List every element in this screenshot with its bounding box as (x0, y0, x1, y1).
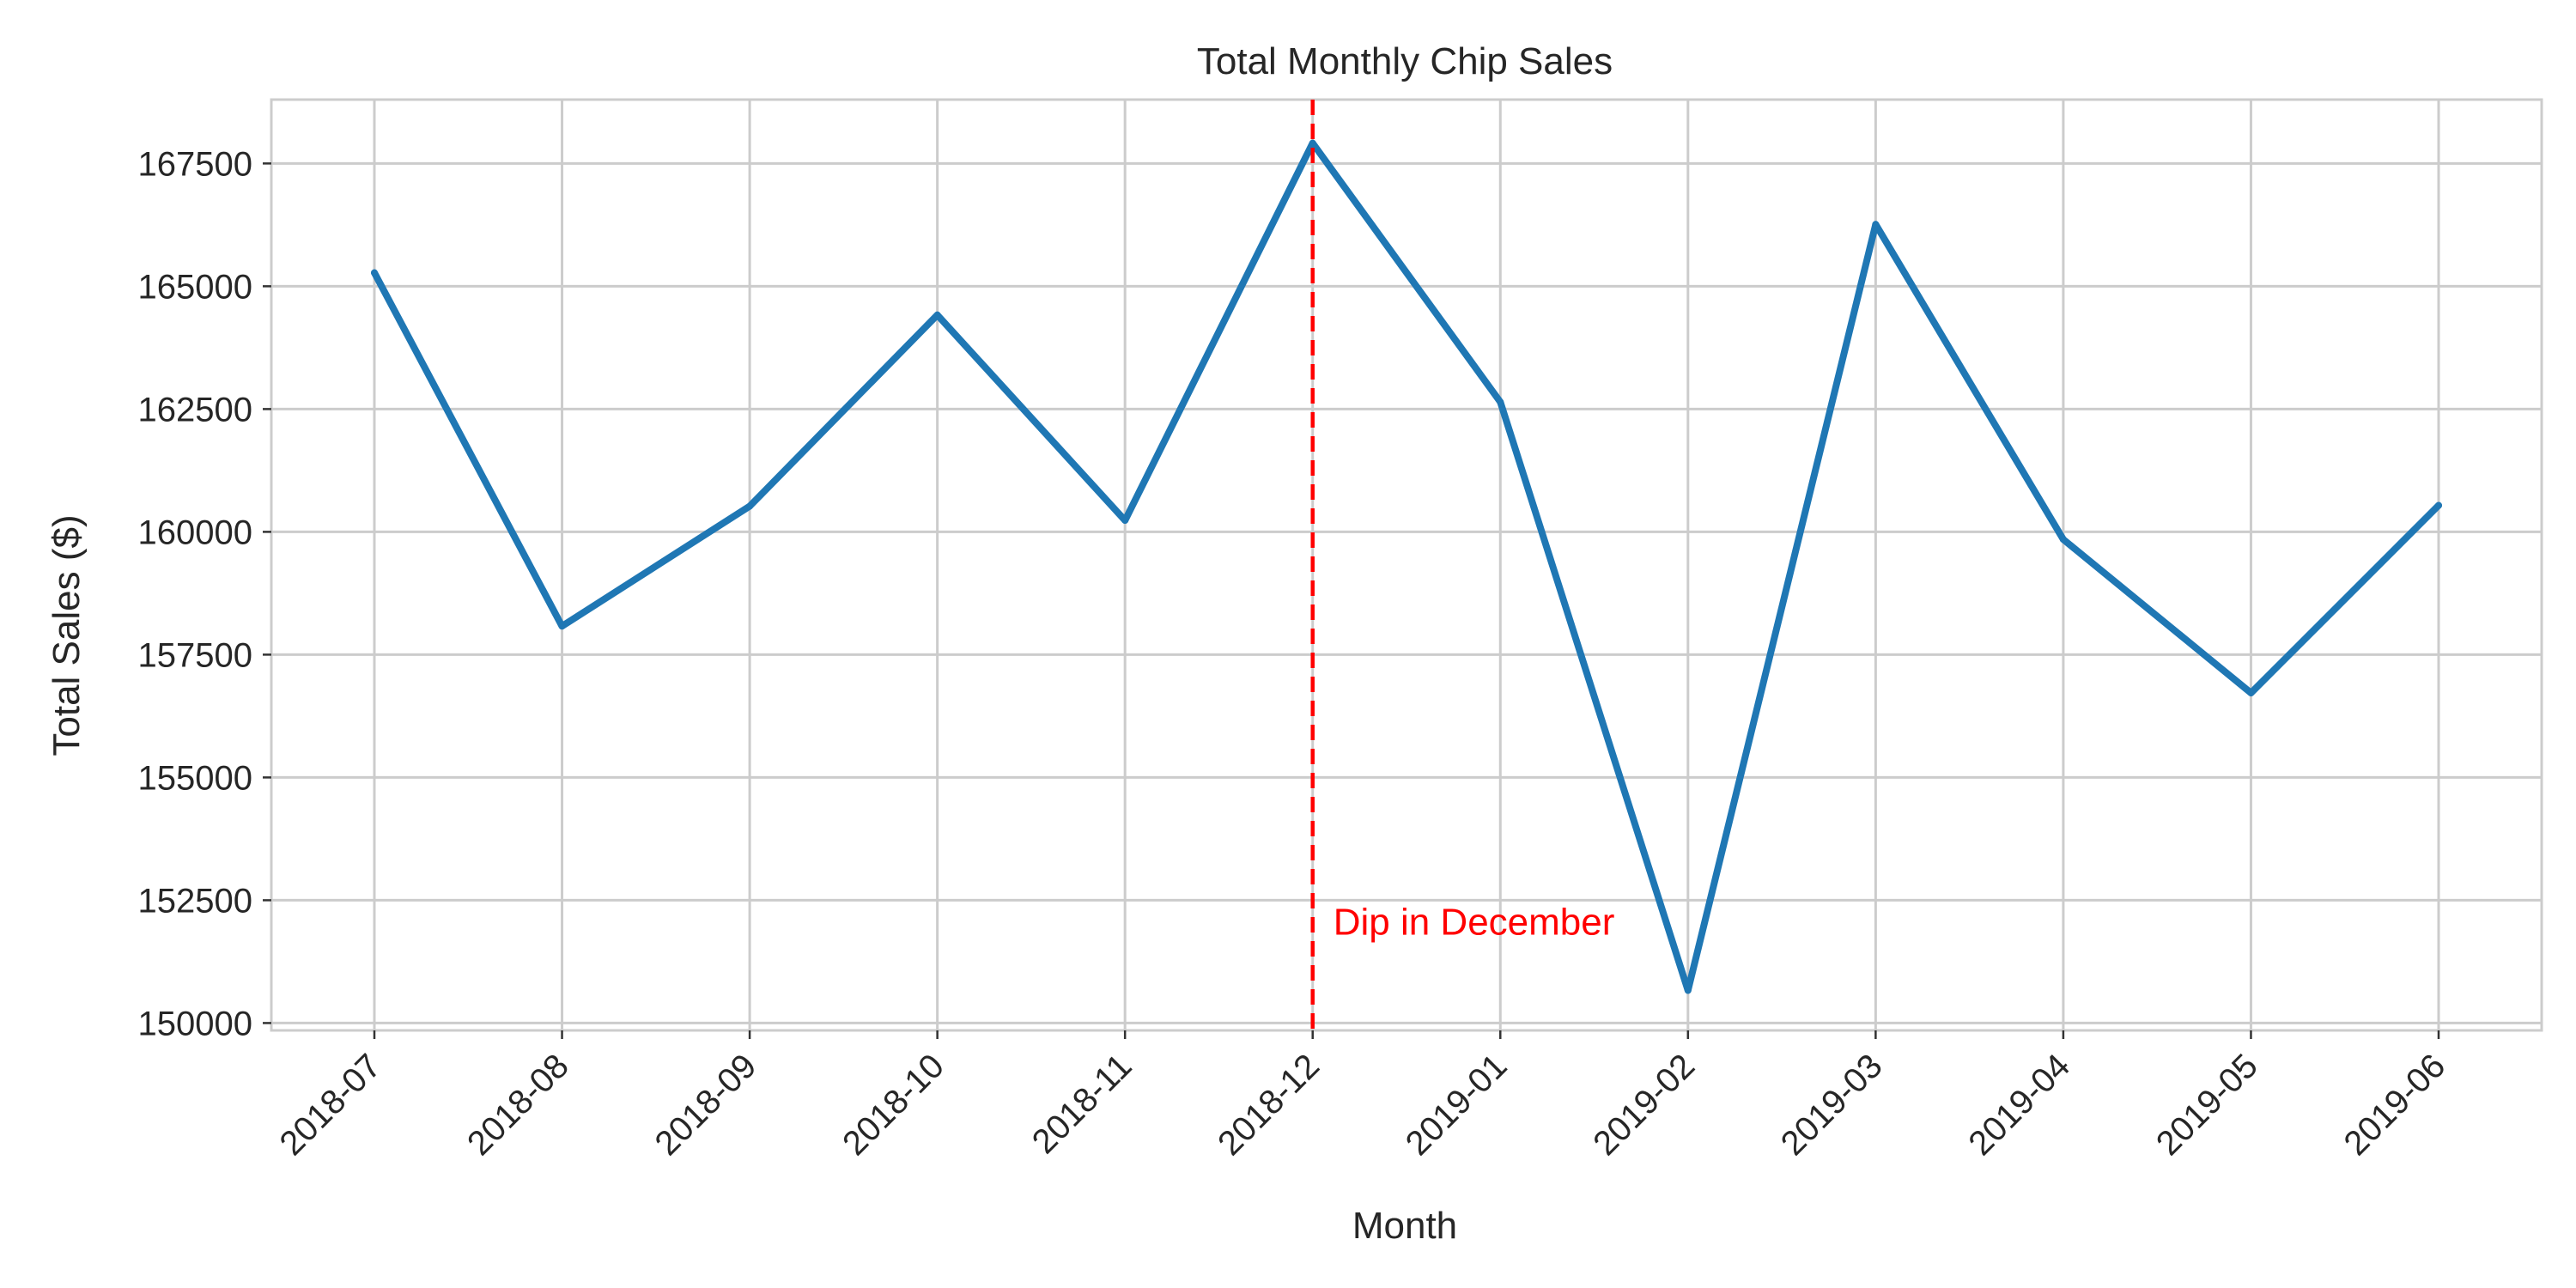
y-tick-label: 155000 (138, 759, 252, 797)
x-tick-label: 2019-06 (2336, 1047, 2452, 1163)
grid (270, 98, 2543, 1032)
x-tick-label: 2018-12 (1211, 1047, 1327, 1163)
series-line (371, 139, 2442, 994)
x-tick-label: 2019-03 (1774, 1047, 1890, 1163)
data-point (1309, 139, 1316, 147)
data-point (933, 311, 941, 319)
x-tick-label: 2019-05 (2149, 1047, 2265, 1163)
x-tick-label: 2018-11 (1025, 1047, 1139, 1161)
x-tick-label: 2018-08 (460, 1047, 576, 1163)
x-tick-label: 2018-09 (648, 1047, 764, 1163)
data-point (558, 623, 566, 630)
data-point (2247, 689, 2255, 696)
x-tick-label: 2018-10 (835, 1047, 951, 1163)
annotation-layer: Dip in December (1310, 100, 1615, 1030)
x-tick-label: 2019-04 (1961, 1047, 2077, 1163)
plot-area (270, 98, 2543, 1032)
chart-title: Total Monthly Chip Sales (1197, 40, 1613, 82)
x-axis-label: Month (1352, 1205, 1457, 1247)
data-point (1121, 517, 1129, 525)
data-point (1872, 221, 1880, 228)
series-layer (371, 139, 2442, 994)
data-point (1684, 987, 1692, 994)
data-point (2059, 536, 2067, 544)
data-point (2435, 501, 2442, 509)
y-tick-label: 160000 (138, 513, 252, 551)
annotation-label: Dip in December (1334, 901, 1615, 943)
y-tick-label: 165000 (138, 268, 252, 306)
y-tick-label: 157500 (138, 636, 252, 674)
y-tick-label: 162500 (138, 391, 252, 428)
y-tick-label: 167500 (138, 145, 252, 183)
data-point (1497, 398, 1504, 406)
y-tick-label: 152500 (138, 882, 252, 920)
data-point (371, 269, 378, 276)
x-tick-label: 2018-07 (272, 1047, 388, 1163)
y-axis-label: Total Sales ($) (46, 514, 88, 756)
x-tick-label: 2019-01 (1399, 1047, 1515, 1163)
y-tick-label: 150000 (138, 1005, 252, 1042)
x-tick-label: 2019-02 (1586, 1047, 1702, 1163)
data-point (746, 502, 754, 510)
